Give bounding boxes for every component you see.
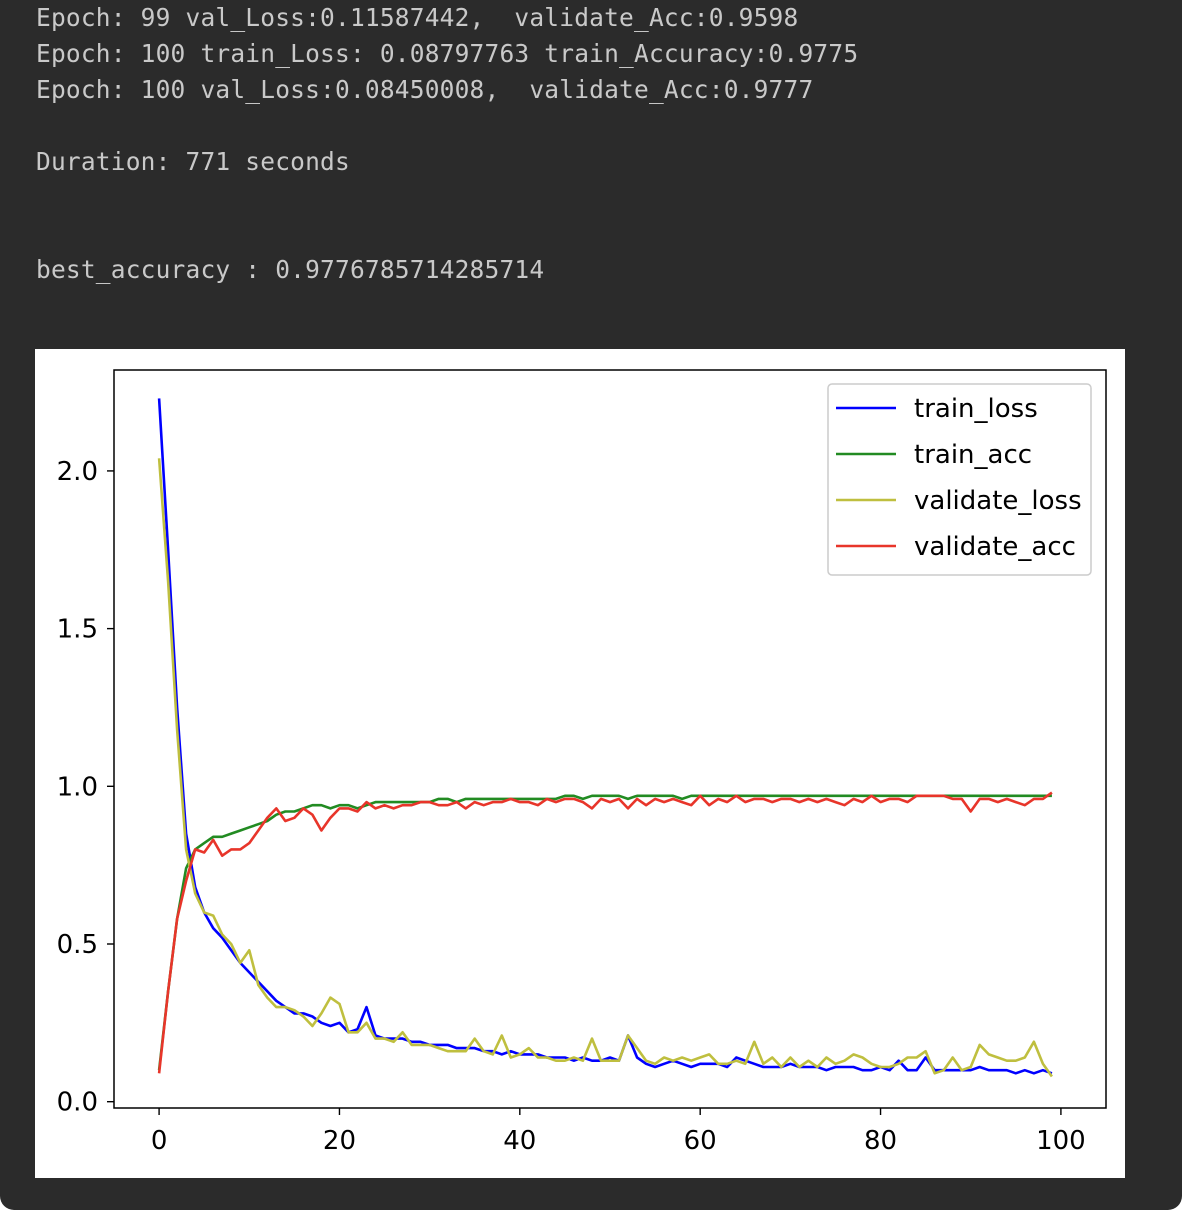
plot-frame xyxy=(113,369,1107,1109)
y-tick-label: 2.0 xyxy=(57,457,98,487)
y-tick-label: 1.5 xyxy=(57,615,98,645)
series-line-train-acc xyxy=(157,794,1052,1071)
console-line: Epoch: 99 val_Loss:0.11587442, validate_… xyxy=(36,3,799,32)
x-tick-label: 20 xyxy=(323,1126,356,1156)
series-line-train-loss xyxy=(157,398,1053,1075)
console-line: Epoch: 100 val_Loss:0.08450008, validate… xyxy=(36,75,814,104)
legend-label: train_acc xyxy=(914,440,1032,470)
duration-text: Duration: 771 seconds xyxy=(36,147,350,176)
legend-label: train_loss xyxy=(914,394,1038,424)
x-tick-label: 80 xyxy=(864,1126,897,1156)
x-tick-label: 100 xyxy=(1036,1126,1086,1156)
series-line-validate-acc xyxy=(157,791,1053,1074)
legend-label: validate_acc xyxy=(914,532,1076,562)
series-line-validate-loss xyxy=(157,458,1053,1078)
legend-label: validate_loss xyxy=(914,486,1082,516)
x-tick-label: 60 xyxy=(684,1126,717,1156)
console-output: Epoch: 99 val_Loss:0.11587442, validate_… xyxy=(36,0,1146,288)
training-plot-figure: 0 20 40 60 80 100 0.0 0.5 1.0 1.5 2.0 train_loss tr… xyxy=(35,349,1125,1178)
console-line: Epoch: 100 train_Loss: 0.08797763 train_… xyxy=(36,39,859,68)
y-tick-label: 0.0 xyxy=(57,1088,98,1118)
x-tick-label: 40 xyxy=(503,1126,536,1156)
best-accuracy-text: best_accuracy : 0.9776785714285714 xyxy=(36,255,545,284)
chart-legend: train_loss train_acc validate_loss validate… xyxy=(827,383,1092,576)
legend-box xyxy=(827,383,1092,576)
y-tick-label: 0.5 xyxy=(57,930,98,960)
x-tick-label: 0 xyxy=(151,1126,168,1156)
y-tick-label: 1.0 xyxy=(57,772,98,802)
